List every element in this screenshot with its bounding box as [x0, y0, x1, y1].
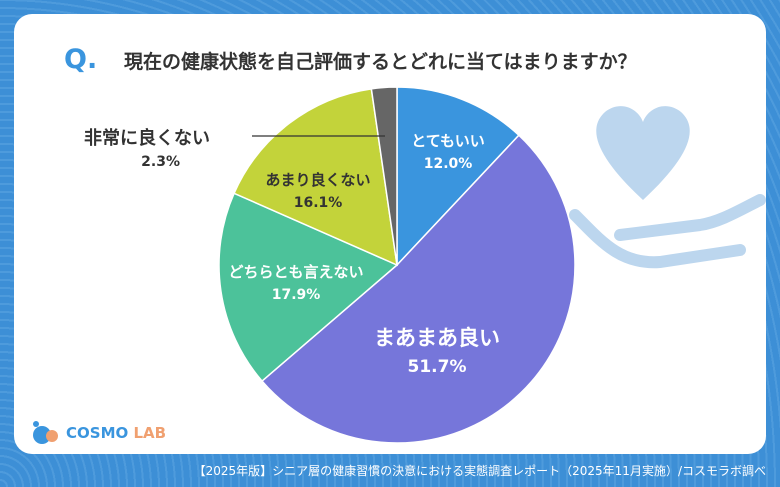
- pie-slice-4: [370, 86, 398, 266]
- slice-label-2: どちらとも言えない 17.9%: [228, 263, 364, 303]
- source-footer: 【2025年版】シニア層の健康習慣の決意における実態調査レポート（2025年11…: [193, 464, 766, 478]
- slice-label-1: まあまあ良い 51.7%: [374, 326, 500, 377]
- slice-label-3: あまり良くない 16.1%: [265, 171, 371, 211]
- pie-slice-3: [233, 88, 398, 267]
- chart-title: 現在の健康状態を自己評価するとどれに当てはまりますか？: [124, 51, 637, 73]
- pie-slice-1: [260, 134, 576, 444]
- pie-slice-0: [396, 86, 520, 267]
- slice-label-0: とてもいい 12.0%: [411, 132, 485, 172]
- slice-label-4: 非常に良くない 2.3%: [84, 128, 210, 170]
- heart-in-hand-icon: [569, 106, 766, 269]
- logo-text: COSMO LAB: [66, 424, 167, 442]
- question-mark-label: Q.: [64, 44, 98, 75]
- cosmo-lab-logo: COSMO LAB: [30, 420, 166, 446]
- pie-slice-2: [218, 192, 399, 383]
- logo-icon: [33, 421, 58, 444]
